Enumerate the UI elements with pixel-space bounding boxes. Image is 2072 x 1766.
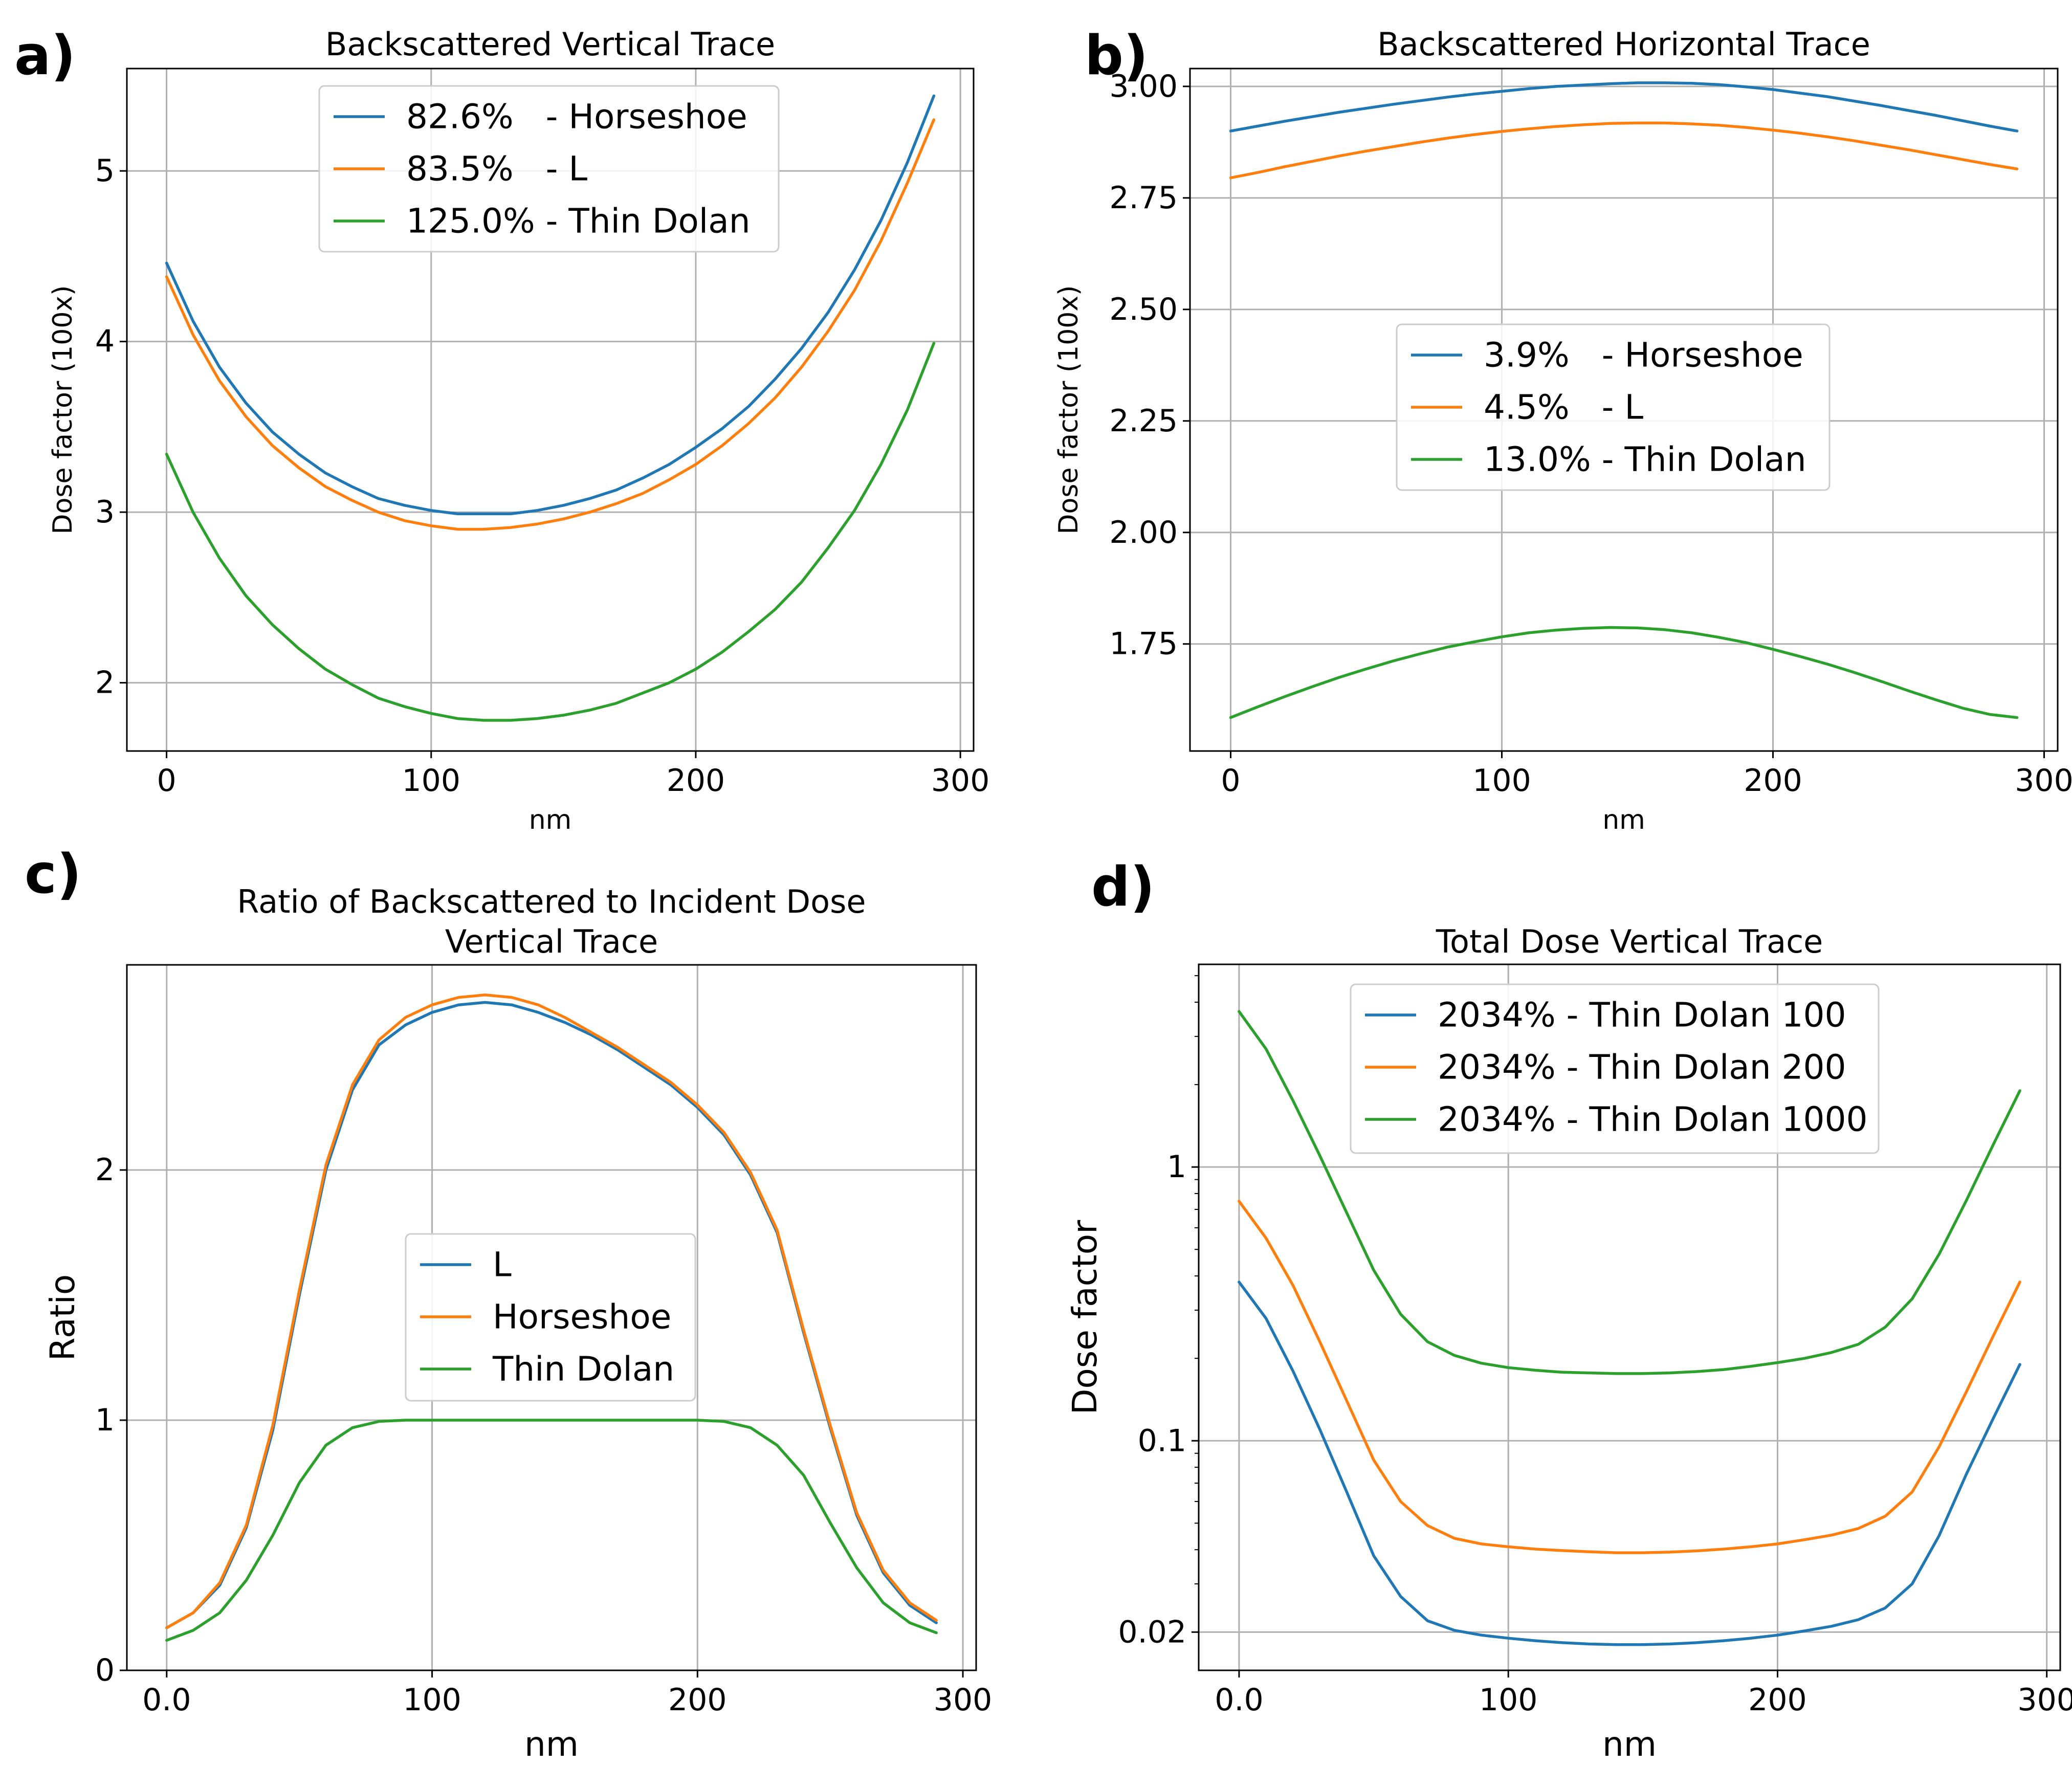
chart-title: Backscattered Horizontal Trace: [1377, 26, 1870, 63]
x-tick-label: 0.0: [1215, 1682, 1263, 1718]
x-tick-label: 100: [402, 763, 461, 799]
y-tick-label: 4: [95, 324, 115, 360]
chart-title: Vertical Trace: [445, 923, 658, 960]
y-tick-label: 5: [95, 153, 115, 189]
legend: 3.9% - Horseshoe 4.5% - L 13.0% - Thin Dol…: [1396, 323, 1831, 491]
x-tick-label: 200: [668, 1682, 727, 1718]
y-tick-label: 0.1: [1138, 1423, 1186, 1459]
legend-entry-label: 2034% - Thin Dolan 200: [1438, 1048, 1846, 1087]
series-line-blue: [165, 94, 936, 516]
plot-frame: [126, 68, 975, 752]
chart-title: Total Dose Vertical Trace: [1436, 923, 1823, 960]
x-tick-label: 200: [1748, 1682, 1807, 1718]
x-tick-label: 100: [403, 1682, 461, 1718]
legend-entry-label: L: [493, 1245, 512, 1285]
series-line-orange: [1229, 121, 2019, 180]
legend-entry-label: 2034% - Thin Dolan 100: [1438, 996, 1846, 1035]
x-tick-label: 100: [1472, 763, 1531, 799]
plot-frame: [1198, 963, 2061, 1671]
y-tick-label: 1.75: [1109, 626, 1178, 662]
legend: L Horseshoe Thin Dolan: [405, 1233, 696, 1402]
legend-entry-label: 13.0% - Thin Dolan: [1484, 440, 1806, 479]
series-line-blue: [1238, 1281, 2021, 1646]
y-tick-label: 2.75: [1109, 180, 1178, 216]
legend-box: [1396, 323, 1831, 491]
series-line-green: [1238, 1010, 2021, 1375]
legend: 82.6% - Horseshoe 83.5% - L 125.0% - Thin …: [318, 85, 780, 253]
y-axis-label: Dose factor (100x): [1053, 285, 1084, 535]
y-tick-label: 2: [95, 665, 115, 701]
y-tick-label: 2.50: [1109, 292, 1178, 327]
series-line-orange: [165, 993, 938, 1629]
x-tick-label: 300: [934, 1682, 993, 1718]
x-tick-label: 0: [1221, 763, 1240, 799]
x-tick-label: 300: [2015, 763, 2072, 799]
x-tick-label: 300: [931, 763, 990, 799]
legend-entry-label: 125.0% - Thin Dolan: [406, 202, 751, 241]
panel-label: a): [14, 24, 76, 87]
series-line-green: [165, 342, 936, 722]
x-tick-label: 0: [157, 763, 176, 799]
x-tick-label: 100: [1479, 1682, 1538, 1718]
series-line-orange: [1238, 1200, 2021, 1554]
x-axis-label: nm: [524, 1725, 579, 1764]
legend-box: [405, 1233, 696, 1402]
x-tick-label: 200: [1744, 763, 1802, 799]
legend-box: [1350, 983, 1880, 1154]
y-tick-label: 3: [95, 494, 115, 530]
chart-panel-b: 0 100 200 300 1.75 2.00 2.25 2.50 2.75 3.00 Backsc…: [1053, 24, 2072, 835]
x-axis-label: nm: [1602, 1725, 1657, 1764]
y-tick-label: 2.25: [1109, 403, 1178, 439]
chart-title: Ratio of Backscattered to Incident Dose: [237, 883, 866, 920]
legend-entry-label: 2034% - Thin Dolan 1000: [1438, 1100, 1868, 1139]
chart-panel-a: 0 100 200 300 2 3 4 5 Backscattered Vertical Tra…: [14, 24, 989, 835]
y-tick-label: 1: [1167, 1149, 1186, 1185]
legend-box: [318, 85, 780, 253]
legend-entry-label: 4.5% - L: [1484, 388, 1643, 427]
chart-title: Backscattered Vertical Trace: [325, 26, 775, 63]
panel-label: d): [1091, 855, 1155, 918]
y-tick-label: 0.02: [1118, 1614, 1186, 1650]
series-line-green: [1229, 626, 2019, 719]
legend-entry-label: Horseshoe: [493, 1297, 671, 1337]
chart-panel-d: 0.0 100 200 300 0.02 0.1 1 Total Dose Vertical …: [1065, 855, 2072, 1764]
legend-entry-label: 82.6% - Horseshoe: [406, 97, 747, 137]
y-axis-label: Ratio: [43, 1274, 82, 1361]
series-line-orange: [165, 118, 936, 531]
y-tick-label: 2.00: [1109, 515, 1178, 550]
y-axis-label: Dose factor (100x): [48, 285, 78, 535]
legend-entry-label: Thin Dolan: [492, 1350, 674, 1389]
series-line-green: [165, 1419, 938, 1642]
panel-label: b): [1085, 24, 1148, 87]
x-tick-label: 300: [2017, 1682, 2072, 1718]
chart-panel-c: 0.0 100 200 300 0 1 2 Ratio of Backscattered to…: [25, 843, 992, 1764]
plot-frame: [126, 964, 977, 1671]
y-tick-label: 0: [95, 1652, 115, 1688]
legend: 2034% - Thin Dolan 100 2034% - Thin Dolan…: [1350, 983, 1880, 1154]
y-tick-label: 1: [95, 1402, 115, 1438]
legend-entry-label: 83.5% - L: [406, 149, 587, 189]
panel-label: c): [25, 843, 81, 906]
x-axis-label: nm: [1602, 805, 1645, 835]
x-tick-label: 200: [667, 763, 725, 799]
y-tick-label: 2: [95, 1152, 115, 1188]
series-line-blue: [1229, 81, 2019, 133]
plot-frame: [1189, 68, 2059, 752]
legend-entry-label: 3.9% - Horseshoe: [1484, 336, 1803, 375]
y-axis-label: Dose factor: [1065, 1220, 1105, 1415]
y-tick-label: 3.00: [1109, 69, 1178, 104]
x-tick-label: 0.0: [142, 1682, 191, 1718]
x-axis-label: nm: [529, 805, 572, 835]
